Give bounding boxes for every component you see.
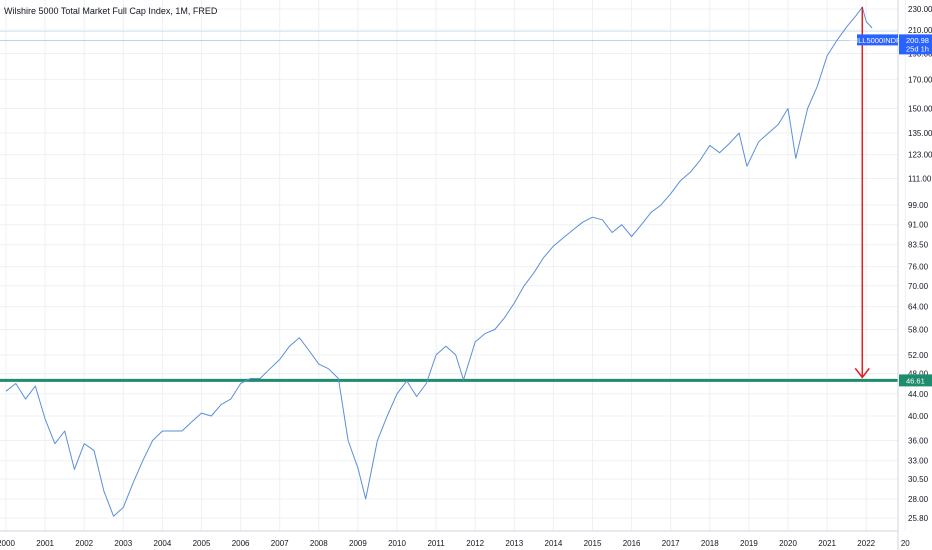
last-price-tag (899, 34, 932, 55)
y-tick-label: 76.00 (908, 263, 929, 272)
x-tick-label: 2012 (466, 539, 484, 548)
y-tick-label: 91.00 (908, 221, 929, 230)
series-group (5, 6, 873, 517)
y-tick-label: 44.00 (908, 390, 929, 399)
y-tick-label: 33.00 (908, 457, 929, 466)
y-tick-label: 30.50 (908, 475, 929, 484)
y-tick-label: 83.50 (908, 241, 929, 250)
arrow-head (854, 367, 870, 379)
x-tick-label: 2000 (0, 539, 15, 548)
x-tick-label: 2009 (349, 539, 367, 548)
y-tick-label: 64.00 (908, 303, 929, 312)
x-tick-label: 2003 (114, 539, 132, 548)
y-tick-label: 70.00 (908, 282, 929, 291)
y-tick-label: 28.00 (908, 495, 929, 504)
x-tick-label: 2005 (193, 539, 211, 548)
x-axis: 2000 2001 2002 2003 2004 2005 2006 2007 2008 2009… (0, 530, 910, 548)
x-tick-label: 2021 (818, 539, 836, 548)
gridlines (0, 0, 906, 531)
x-tick-label: 2004 (154, 539, 172, 548)
x-tick-label: 2022 (857, 539, 875, 548)
arrow-annotation (854, 6, 870, 379)
y-tick-label: 135.00 (908, 129, 932, 138)
y-tick-label: 170.00 (908, 75, 932, 84)
x-tick-label: 2007 (271, 539, 289, 548)
y-tick-label: 48.00 (908, 370, 929, 379)
x-tick-label: 2011 (427, 539, 445, 548)
x-tick-label: 2006 (232, 539, 250, 548)
y-tick-label: 210.00 (908, 26, 932, 35)
y-tick-label: 36.00 (908, 436, 929, 445)
x-tick-label: 2019 (740, 539, 758, 548)
series-name-label: WILL5000INDFC (849, 36, 907, 45)
y-tick-label: 123.00 (908, 151, 932, 160)
x-tick-label: 2008 (310, 539, 328, 548)
y-tick-label: 52.00 (908, 351, 929, 360)
x-tick-label: 2016 (623, 539, 641, 548)
x-tick-label: 2020 (779, 539, 797, 548)
x-tick-label: 2013 (505, 539, 523, 548)
y-axis: 230.00210.00190.00170.00150.00135.00123.… (897, 0, 932, 550)
y-tick-label: 99.00 (908, 201, 929, 210)
y-tick-label: 111.00 (908, 175, 932, 184)
last-price-value: 200.98 (906, 36, 929, 45)
x-tick-label: 2015 (584, 539, 602, 548)
y-tick-label: 25.80 (908, 514, 929, 523)
x-tick-label: 20 (901, 539, 910, 548)
support-price-value: 46.61 (906, 376, 925, 385)
chart-title: Wilshire 5000 Total Market Full Cap Inde… (4, 6, 218, 16)
x-tick-label: 2017 (662, 539, 680, 548)
y-tick-label: 58.00 (908, 326, 929, 335)
y-tick-label: 40.00 (908, 412, 929, 421)
x-tick-label: 2002 (75, 539, 93, 548)
series-name-tag (857, 34, 898, 46)
y-tick-label: 230.00 (908, 5, 932, 14)
x-tick-label: 2018 (701, 539, 719, 548)
y-tick-label: 150.00 (908, 104, 932, 113)
x-tick-label: 2010 (388, 539, 406, 548)
x-tick-label: 2014 (545, 539, 563, 548)
x-tick-label: 2001 (36, 539, 54, 548)
series-line (5, 6, 873, 517)
support-price-tag (899, 374, 932, 387)
countdown-label: 25d 1h (906, 44, 929, 53)
